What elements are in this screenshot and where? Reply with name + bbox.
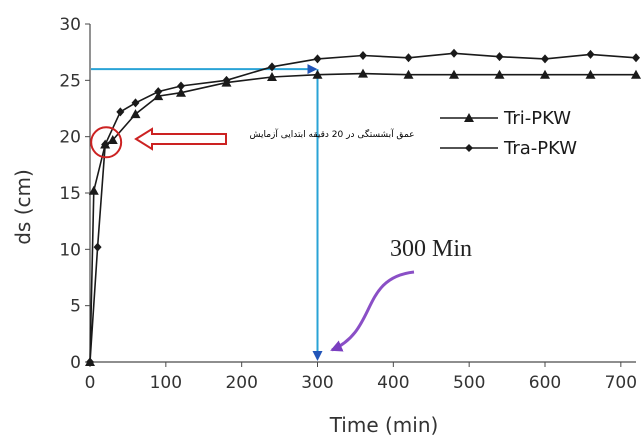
- data-series: [85, 48, 641, 367]
- data-point-tri-pkw: [267, 71, 277, 81]
- data-point-tra-pkw: [450, 48, 458, 58]
- x-tick-label: 500: [453, 373, 485, 393]
- data-point-tri-pkw: [312, 69, 323, 79]
- x-tick-label: 300: [301, 373, 333, 393]
- legend-label-tri-pkw: Tri-PKW: [503, 108, 571, 129]
- y-tick-label: 0: [70, 353, 81, 373]
- series-line-tra-pkw: [89, 52, 637, 363]
- x-tick-label: 600: [529, 373, 561, 393]
- y-tick-label: 15: [59, 184, 81, 204]
- data-point-tra-pkw: [359, 51, 367, 61]
- data-point-tra-pkw: [101, 140, 110, 150]
- x-axis-title: Time (min): [329, 413, 439, 437]
- purple-callout-arrow: [330, 270, 415, 352]
- y-tick-label: 20: [59, 128, 81, 148]
- data-point-tra-pkw: [222, 75, 231, 85]
- x-tick-label: 100: [150, 373, 182, 393]
- data-point-tra-pkw: [495, 52, 504, 62]
- x-tick-label: 400: [377, 373, 409, 393]
- data-point-tri-pkw: [88, 185, 99, 195]
- y-tick-label: 10: [59, 240, 81, 260]
- y-tick-label: 30: [59, 15, 81, 35]
- highlight-circle: [90, 126, 123, 159]
- data-point-tra-pkw: [177, 81, 185, 91]
- axes: [85, 23, 636, 367]
- data-point-tri-pkw: [176, 87, 186, 97]
- legend: Tri-PKW Tra-PKW: [440, 108, 577, 159]
- data-point-tra-pkw: [404, 53, 413, 63]
- data-point-tri-pkw: [585, 69, 596, 79]
- legend-label-tra-pkw: Tra-PKW: [503, 138, 577, 159]
- data-point-tri-pkw: [358, 68, 368, 78]
- data-point-tri-pkw: [494, 69, 505, 79]
- data-point-tri-pkw: [631, 69, 641, 79]
- x-tick-label: 700: [605, 373, 637, 393]
- annotations: [90, 126, 415, 352]
- callout-300-min: 300 Min: [390, 236, 472, 262]
- data-point-tri-pkw: [540, 69, 550, 79]
- data-point-tra-pkw: [131, 98, 140, 108]
- data-point-tra-pkw: [154, 87, 163, 97]
- data-point-tri-pkw: [107, 135, 118, 145]
- data-point-tri-pkw: [130, 109, 141, 119]
- data-point-tra-pkw: [313, 54, 322, 64]
- data-point-tra-pkw: [268, 62, 276, 72]
- hollow-red-arrow: [134, 127, 227, 151]
- reference-guides: [91, 64, 323, 361]
- data-point-tri-pkw: [403, 69, 414, 79]
- legend-marker-tri-pkw: [464, 113, 474, 122]
- data-point-tri-pkw: [449, 69, 459, 79]
- legend-marker-tra-pkw: [465, 144, 473, 152]
- y-tick-label: 25: [59, 71, 81, 91]
- x-tick-label: 200: [225, 373, 257, 393]
- data-point-tra-pkw: [116, 107, 125, 117]
- x-tick-label: 0: [85, 373, 96, 393]
- persian-annotation: عمق آبشستگی در 20 دقیقه ابتدایی آزمایش: [249, 128, 414, 140]
- data-point-tra-pkw: [632, 53, 640, 63]
- data-point-tra-pkw: [586, 49, 595, 59]
- data-point-tra-pkw: [541, 54, 549, 64]
- data-point-tra-pkw: [86, 357, 94, 367]
- data-point-tra-pkw: [93, 242, 102, 252]
- y-axis-title: ds (cm): [11, 169, 35, 245]
- y-tick-label: 5: [70, 297, 81, 317]
